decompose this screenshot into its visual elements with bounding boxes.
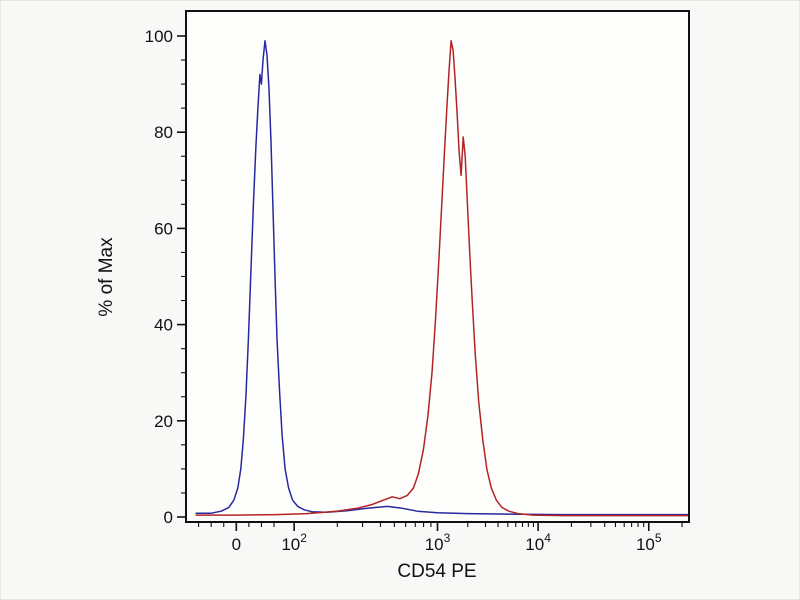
x-tick-label: 0 [232,535,241,554]
plot-background [186,11,689,522]
plot-frame [185,10,690,523]
curve-red-histogram-cd54-pe-stained [195,40,688,517]
x-axis-title: CD54 PE [397,561,477,582]
y-axis-title: % of Max [96,237,117,317]
x-tick-label: 102 [281,531,307,554]
curve-blue-histogram-negative-control [195,40,688,516]
x-tick-label: 104 [525,531,551,554]
y-tick-label: 100 [145,27,173,46]
y-tick-label: 80 [154,123,173,142]
x-tick-label: 105 [636,531,662,554]
y-tick-label: 0 [164,508,173,527]
y-tick-label: 20 [154,412,173,431]
y-tick-label: 40 [154,316,173,335]
y-tick-label: 60 [154,219,173,238]
curves-group [195,40,688,517]
x-tick-label: 103 [425,531,451,554]
